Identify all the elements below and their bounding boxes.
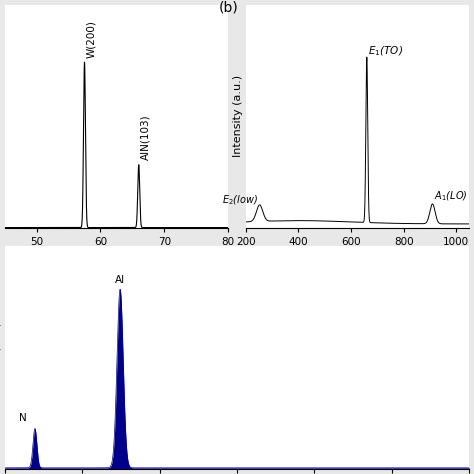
X-axis label: Raman Shift (cm$^{-1}$): Raman Shift (cm$^{-1}$)	[302, 250, 413, 267]
Y-axis label: Counts (a.u.): Counts (a.u.)	[0, 321, 2, 394]
X-axis label: a (degree): a (degree)	[87, 250, 146, 260]
Text: N: N	[19, 413, 27, 423]
Y-axis label: Intensity (a.u.): Intensity (a.u.)	[233, 75, 243, 157]
Text: W(200): W(200)	[86, 20, 96, 58]
Text: $E_1$(TO): $E_1$(TO)	[368, 44, 403, 58]
Text: (b): (b)	[219, 0, 239, 14]
Text: AlN(103): AlN(103)	[141, 115, 151, 160]
Text: Al: Al	[115, 275, 125, 285]
Text: $E_2$(low): $E_2$(low)	[222, 193, 258, 207]
Text: $A_1$(LO): $A_1$(LO)	[434, 190, 467, 203]
